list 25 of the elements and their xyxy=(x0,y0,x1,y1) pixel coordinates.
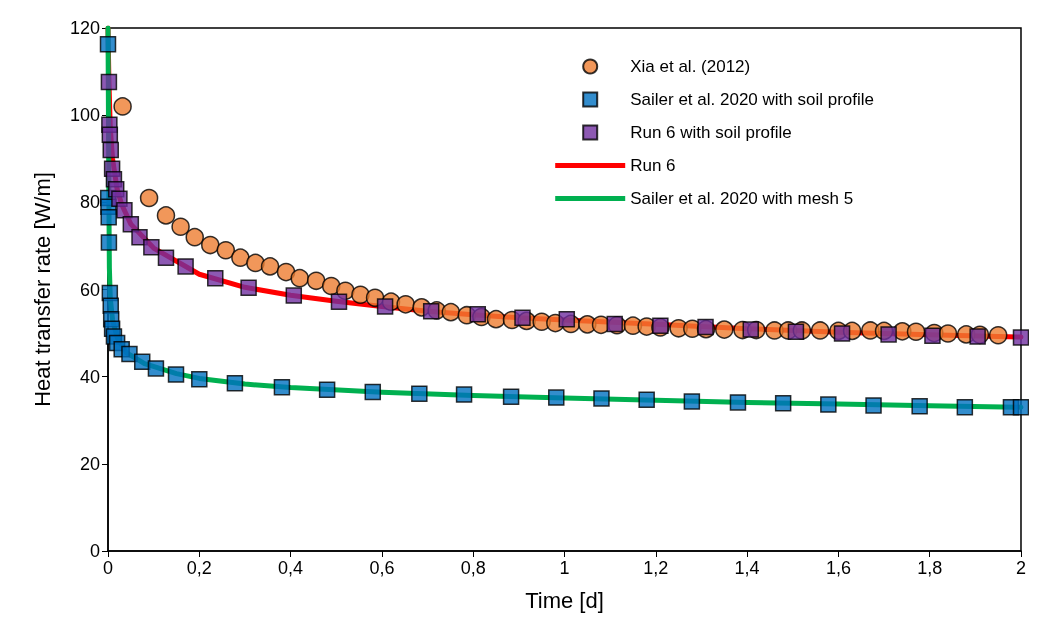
x-tick-label: 0 xyxy=(102,558,114,578)
y-tick-label: 0 xyxy=(89,541,100,561)
x-tick-label: 1,8 xyxy=(917,558,943,578)
y-tick-label: 100 xyxy=(69,105,100,126)
x-tick-label: 0,6 xyxy=(369,558,395,578)
legend-label: Run 6 with soil profile xyxy=(630,123,792,142)
x-tick-label: 1 xyxy=(559,558,570,578)
x-tick-label: 0,4 xyxy=(278,558,304,578)
y-axis-title: Heat transfer rate [W/m] xyxy=(29,172,55,407)
x-tick-label: 0,8 xyxy=(460,558,486,578)
y-tick-label: 80 xyxy=(79,192,100,213)
y-tick-label: 120 xyxy=(69,18,100,38)
x-axis-title: Time [d] xyxy=(525,587,604,613)
x-tick-label: 2 xyxy=(1015,558,1026,578)
legend-label: Sailer et al. 2020 with mesh 5 xyxy=(630,189,854,208)
legend-label: Xia et al. (2012) xyxy=(630,57,751,76)
y-tick-label: 40 xyxy=(79,366,100,387)
x-tick-label: 1,6 xyxy=(825,558,851,578)
y-tick-label: 60 xyxy=(79,279,100,300)
x-tick-label: 0,2 xyxy=(186,558,212,578)
legend-label: Sailer et al. 2020 with soil profile xyxy=(630,90,874,109)
y-tick-label: 20 xyxy=(79,453,100,474)
legend-label: Run 6 xyxy=(630,156,676,175)
x-tick-label: 1,2 xyxy=(643,558,669,578)
x-tick-label: 1,4 xyxy=(734,558,760,578)
